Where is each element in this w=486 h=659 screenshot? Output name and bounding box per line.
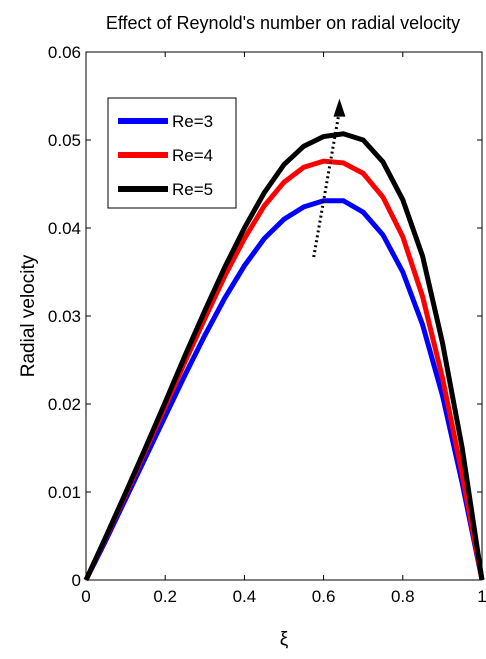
y-axis-ticks: 0 0.01 0.02 0.03 0.04 0.05 0.06 bbox=[48, 43, 482, 590]
x-tick-label: 0.6 bbox=[312, 587, 336, 606]
y-tick-label: 0.03 bbox=[48, 307, 81, 326]
series-lines bbox=[83, 131, 485, 582]
chart-title: Effect of Reynold's number on radial vel… bbox=[106, 13, 460, 33]
legend-label: Re=5 bbox=[172, 180, 213, 199]
y-axis-label: Radial velocity bbox=[18, 254, 39, 377]
y-tick-label: 0.06 bbox=[48, 43, 81, 62]
series-line-re-3 bbox=[83, 198, 485, 582]
y-tick-label: 0 bbox=[72, 571, 81, 590]
legend-label: Re=3 bbox=[172, 112, 213, 131]
x-tick-label: 0.4 bbox=[233, 587, 257, 606]
x-tick-label: 1 bbox=[477, 587, 486, 606]
y-tick-label: 0.01 bbox=[48, 483, 81, 502]
legend: Re=3 Re=4 Re=5 bbox=[107, 97, 237, 209]
legend-label: Re=4 bbox=[172, 146, 213, 165]
y-tick-label: 0.05 bbox=[48, 131, 81, 150]
y-tick-label: 0.04 bbox=[48, 219, 81, 238]
trend-annotation bbox=[312, 98, 346, 258]
x-tick-label: 0.8 bbox=[391, 587, 415, 606]
x-tick-label: 0.2 bbox=[153, 587, 177, 606]
y-tick-label: 0.02 bbox=[48, 395, 81, 414]
x-tick-label: 0 bbox=[81, 587, 90, 606]
annotation-arrow-head bbox=[333, 98, 346, 117]
x-axis-label: ξ bbox=[280, 629, 289, 650]
x-axis-ticks: 0 0.2 0.4 0.6 0.8 1 bbox=[81, 52, 486, 606]
series-line-re-5 bbox=[83, 131, 485, 582]
